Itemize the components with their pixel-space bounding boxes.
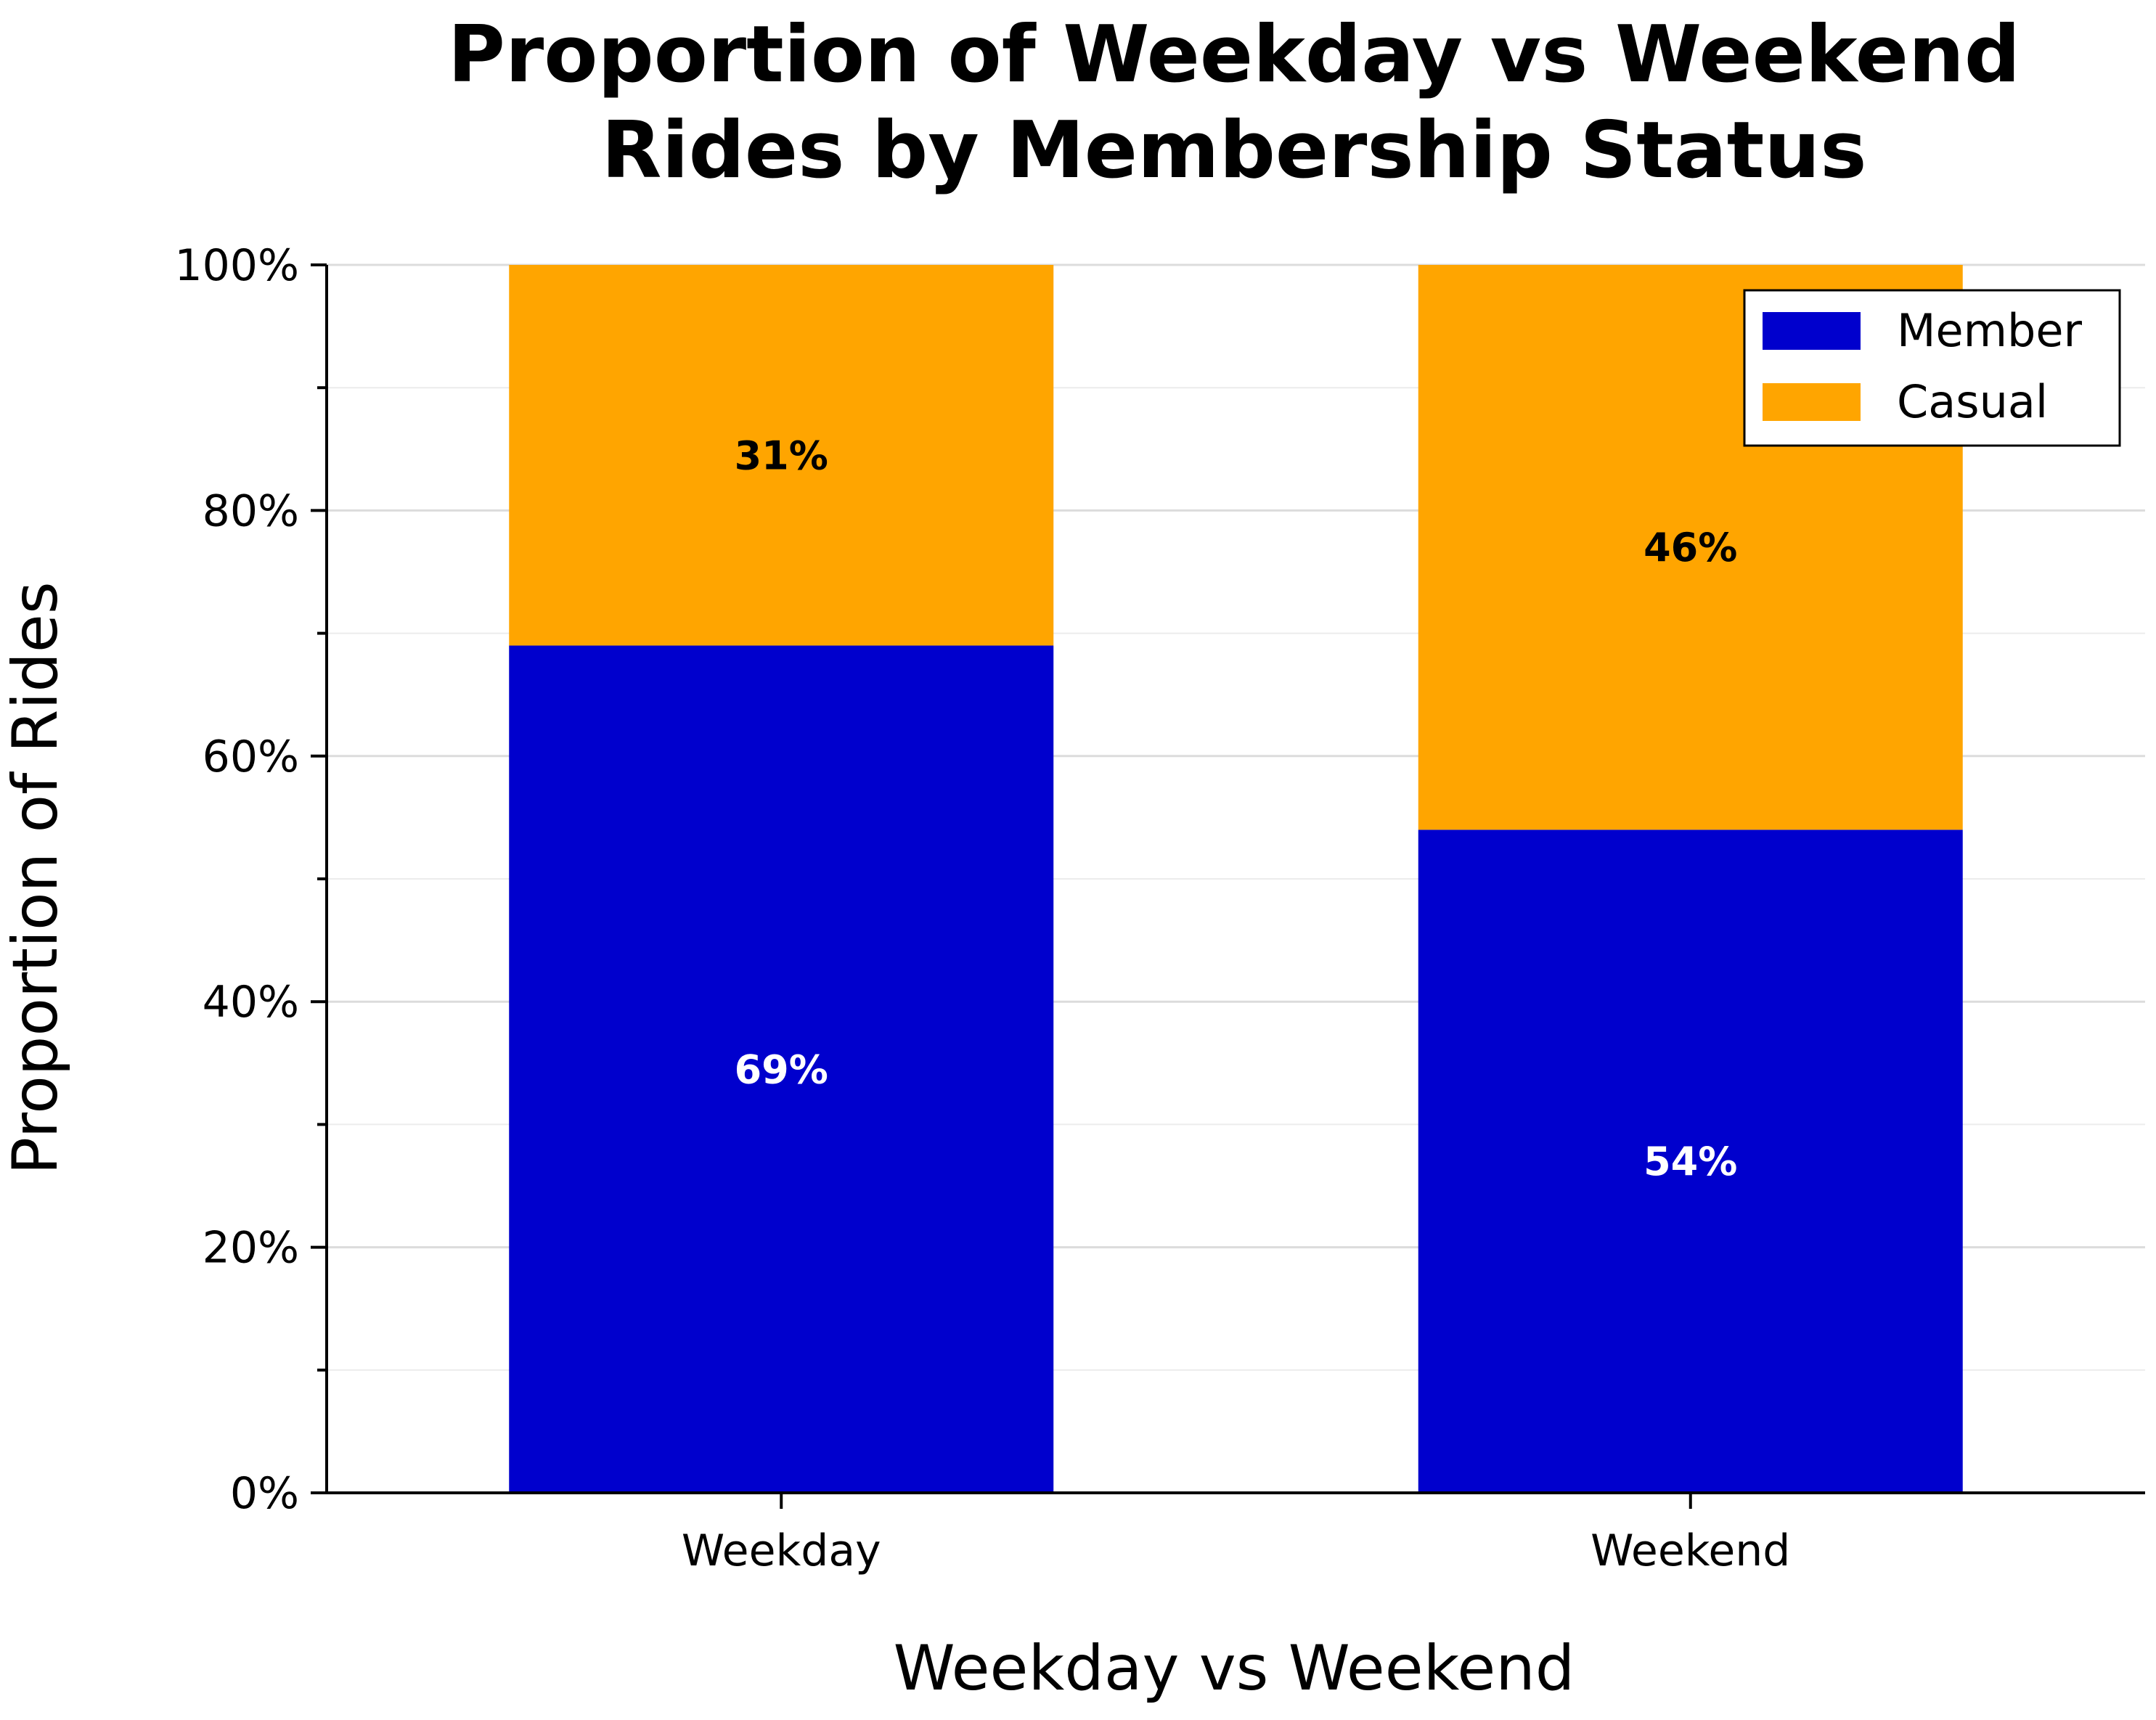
data-label-casual-weekend: 46%: [1643, 525, 1737, 570]
bars: 69% 31% 54% 46%: [509, 265, 1963, 1493]
chart-title-line-1: Proportion of Weekday vs Weekend: [448, 9, 2020, 100]
legend-swatch-member: [1763, 312, 1861, 350]
x-axis-label: Weekday vs Weekend: [894, 1632, 1575, 1705]
data-label-member-weekday: 69%: [735, 1047, 828, 1092]
bar-member-weekday: [509, 645, 1054, 1493]
legend: Member Casual: [1743, 289, 2121, 447]
y-tick-label: 20%: [203, 1223, 299, 1274]
y-tick-label: 100%: [174, 240, 299, 291]
chart-title-line-2: Rides by Membership Status: [601, 105, 1866, 196]
data-label-casual-weekday: 31%: [735, 433, 828, 478]
legend-label-member: Member: [1897, 304, 2083, 357]
x-axis: Weekday Weekend: [325, 1491, 2145, 1576]
y-tick-label: 80%: [203, 486, 299, 536]
legend-swatch-casual: [1763, 383, 1861, 421]
bar-member-weekend: [1418, 830, 1963, 1493]
y-axis-label: Proportion of Rides: [0, 581, 72, 1174]
data-label-member-weekend: 54%: [1643, 1139, 1737, 1184]
x-tick-label: Weekday: [682, 1526, 881, 1576]
y-tick-label: 60%: [203, 732, 299, 782]
x-tick-label: Weekend: [1591, 1526, 1790, 1576]
legend-label-casual: Casual: [1897, 375, 2048, 428]
y-axis: 0% 20% 40% 60% 80% 100%: [174, 240, 328, 1519]
y-tick-label: 0%: [230, 1468, 299, 1519]
bar-casual-weekday: [509, 265, 1054, 646]
y-tick-label: 40%: [203, 977, 299, 1028]
